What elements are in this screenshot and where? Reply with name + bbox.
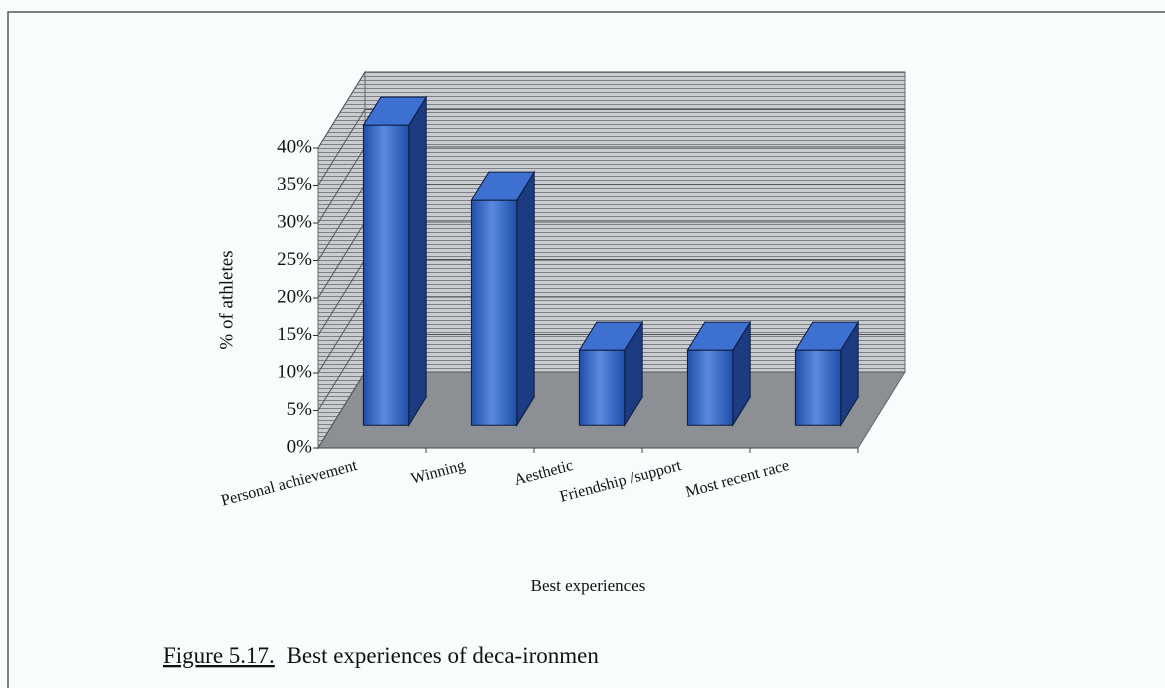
- plot-area: 0% 5% 10% 15% 20% 25% 30% 35% 40% Personal achiev…: [219, 70, 906, 510]
- bar: [362, 95, 428, 427]
- bar: [578, 320, 644, 427]
- y-tick-label: 30%: [277, 211, 312, 232]
- x-tick-label: Friendship /support: [558, 457, 684, 506]
- y-tick-label: 35%: [277, 174, 312, 195]
- bar-front: [686, 349, 734, 426]
- frame: [7, 11, 1165, 688]
- y-tick-label: 20%: [277, 286, 312, 307]
- bar-front: [470, 199, 518, 426]
- bar: [470, 170, 536, 427]
- bar-side: [408, 95, 427, 427]
- bar-front: [578, 349, 626, 426]
- bar-front: [794, 349, 842, 426]
- x-tick-label: Personal achievement: [219, 457, 359, 510]
- y-tick-label: 15%: [277, 324, 312, 345]
- caption-label: Figure 5.17.: [163, 643, 275, 668]
- x-tick-label: Winning: [409, 457, 467, 488]
- bar: [794, 320, 860, 427]
- grid-line: [317, 71, 905, 149]
- y-tick-label: 25%: [277, 249, 312, 270]
- bar-side: [516, 170, 535, 427]
- x-axis-title: Best experiences: [531, 576, 646, 595]
- y-axis-title: % of athletes: [216, 250, 237, 349]
- y-tick-label: 0%: [287, 436, 313, 457]
- bar: [686, 320, 752, 427]
- y-tick-label: 5%: [287, 399, 313, 420]
- y-tick-label: 40%: [277, 136, 312, 157]
- y-tick-label: 10%: [277, 361, 312, 382]
- x-tick-label: Most recent race: [684, 457, 791, 501]
- x-tick-label: Aesthetic: [512, 457, 575, 489]
- grid-line: [317, 109, 905, 186]
- caption: Figure 5.17. Best experiences of deca-ir…: [163, 643, 599, 668]
- caption-text: Best experiences of deca-ironmen: [287, 643, 600, 668]
- bar-front: [362, 124, 410, 426]
